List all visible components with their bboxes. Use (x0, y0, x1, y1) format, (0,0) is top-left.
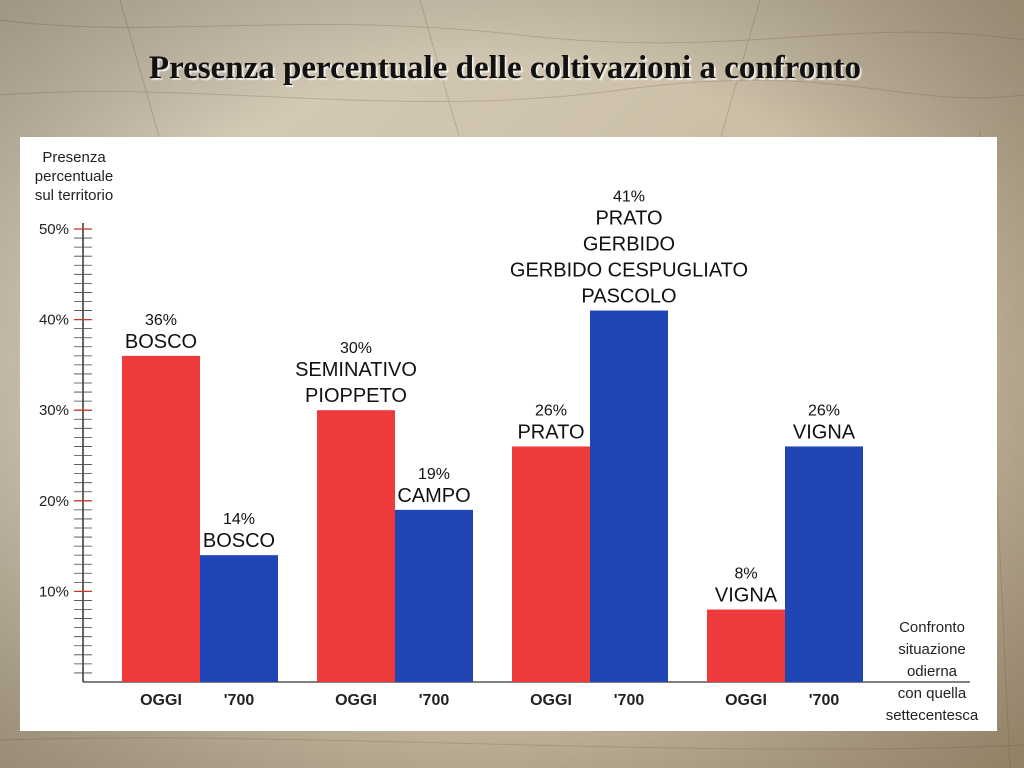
bar-category-name: VIGNA (715, 585, 778, 607)
x-axis-caption: con quella (898, 685, 967, 702)
bar-chart: 10% 20% 30% 40% 50% Presenza percentuale sul te… (35, 149, 979, 724)
x-axis-caption: Confronto (899, 619, 965, 636)
bar-category-name: PRATO (517, 421, 584, 443)
bar-value-label: 41% (613, 189, 645, 206)
bar-700 (395, 509, 473, 682)
x-axis-caption: situazione (898, 641, 966, 658)
bar-700 (590, 310, 668, 682)
bar-category-name: VIGNA (793, 421, 856, 443)
y-axis-title: Presenza (42, 149, 106, 166)
y-tick-label: 20% (39, 493, 69, 510)
x-tick-label: '700 (419, 692, 450, 709)
x-axis-caption: odierna (907, 663, 958, 680)
y-tick-label: 40% (39, 312, 69, 329)
bar-oggi (317, 410, 395, 682)
bar-value-label: 26% (535, 402, 567, 419)
x-axis-caption: settecentesca (886, 707, 979, 724)
y-tick-label: 10% (39, 583, 69, 600)
bar-oggi (512, 446, 590, 682)
bar-oggi (122, 355, 200, 682)
x-tick-label: OGGI (530, 692, 572, 709)
bar-value-label: 36% (145, 312, 177, 329)
bar-category-name: GERBIDO (583, 234, 675, 256)
bar-value-label: 19% (418, 466, 450, 483)
bar-category-name: SEMINATIVO (295, 359, 417, 381)
x-tick-label: OGGI (140, 692, 182, 709)
bar-category-name: BOSCO (203, 530, 275, 552)
bar-value-label: 26% (808, 402, 840, 419)
y-tick-label: 30% (39, 402, 69, 419)
chart-panel: 10% 20% 30% 40% 50% Presenza percentuale sul te… (20, 137, 997, 731)
bar-700 (200, 555, 278, 682)
bar-category-name: CAMPO (397, 485, 470, 507)
slide-title: Presenza percentuale delle coltivazioni … (148, 50, 862, 86)
bar-category-name: PRATO (595, 208, 662, 230)
y-axis-title: sul territorio (35, 187, 113, 204)
y-tick-label: 50% (39, 221, 69, 238)
x-tick-label: '700 (614, 692, 645, 709)
bar-category-name: PASCOLO (581, 286, 676, 308)
bar-value-label: 8% (734, 566, 757, 583)
bar-oggi (707, 609, 785, 682)
x-tick-label: OGGI (335, 692, 377, 709)
y-axis-title: percentuale (35, 168, 113, 185)
bar-value-label: 14% (223, 511, 255, 528)
x-tick-label: '700 (224, 692, 255, 709)
x-tick-label: OGGI (725, 692, 767, 709)
bar-value-label: 30% (340, 340, 372, 357)
bar-category-name: PIOPPETO (305, 385, 407, 407)
x-tick-label: '700 (809, 692, 840, 709)
bar-category-name: BOSCO (125, 331, 197, 353)
bar-category-name: GERBIDO CESPUGLIATO (510, 260, 748, 282)
bar-700 (785, 446, 863, 682)
